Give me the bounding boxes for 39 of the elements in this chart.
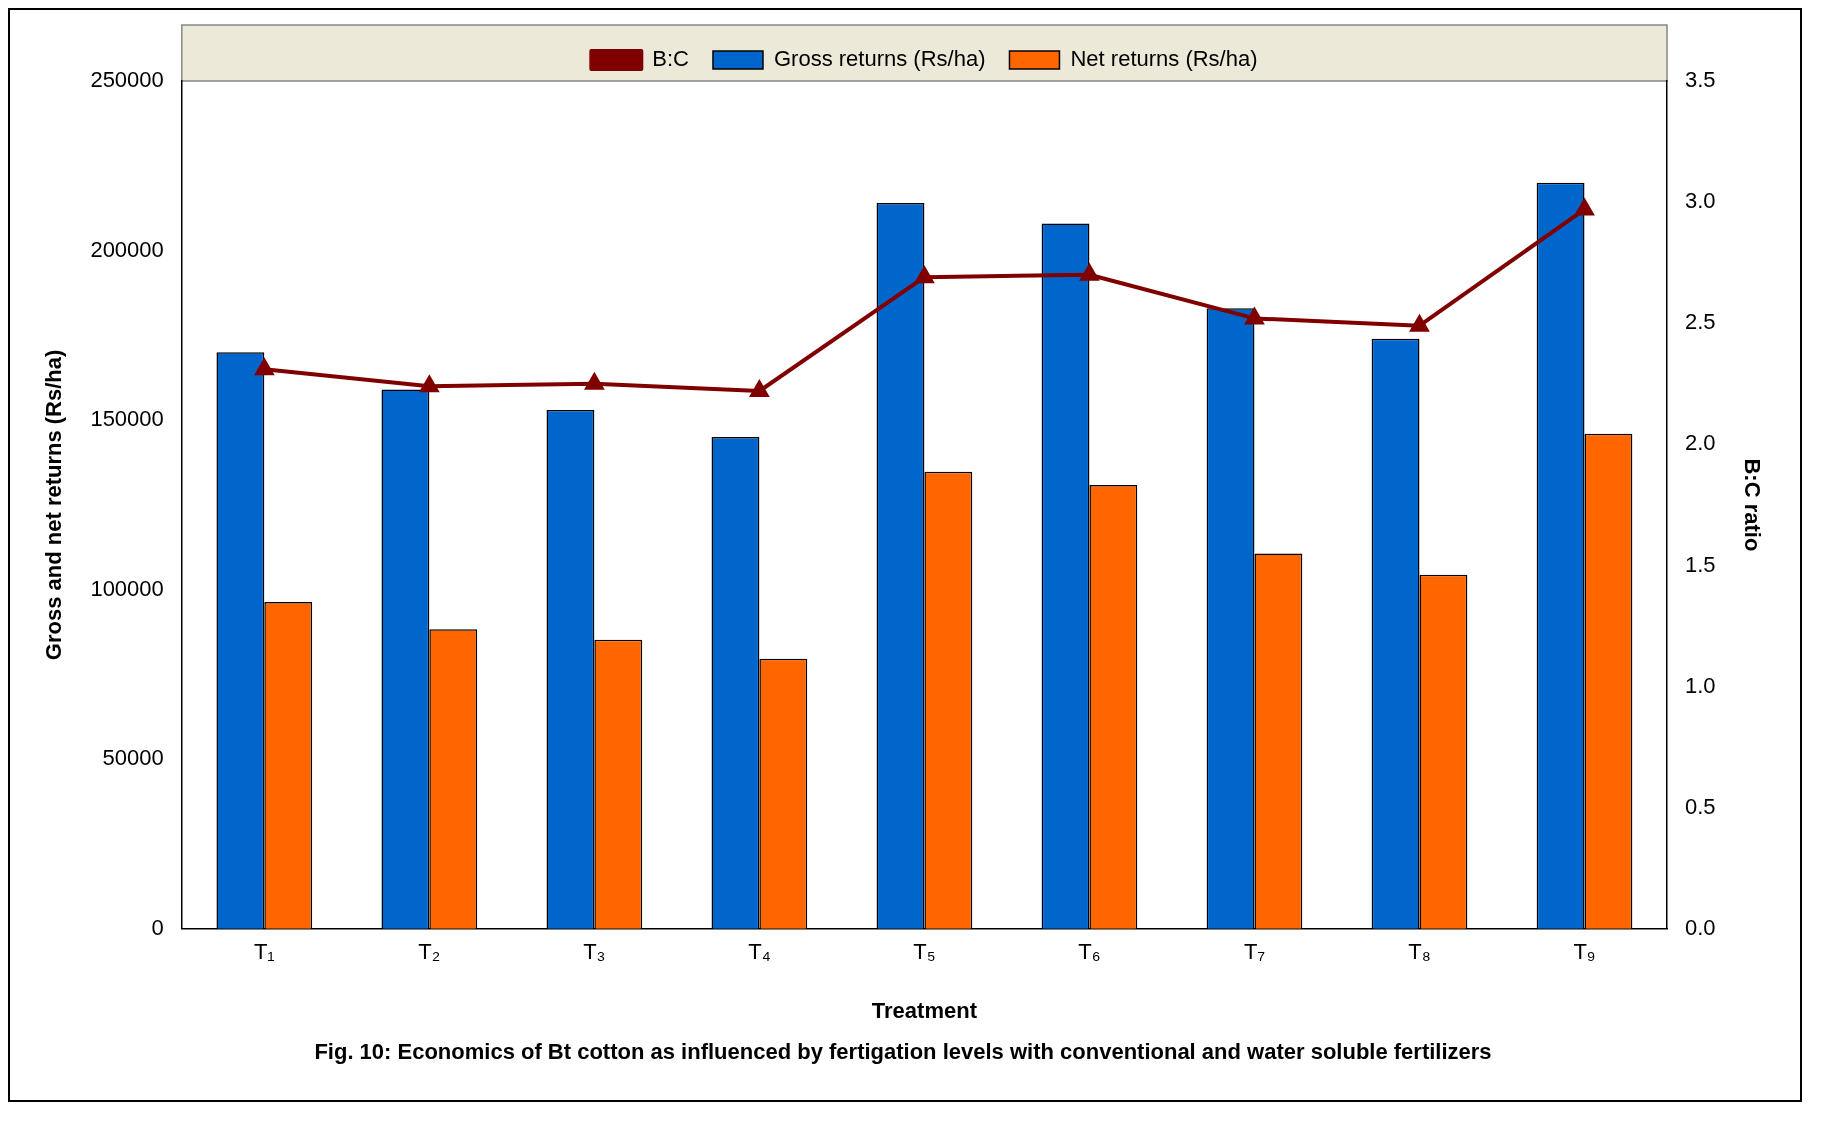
point (255, 359, 274, 376)
y2-tick-label: 2.5 (1685, 309, 1716, 335)
text: Fig. 10: Economics of Bt cotton as influenced by fertigation levels with conventional and water soluble fertilizers (314, 1038, 1492, 1064)
point (1409, 313, 1430, 332)
point (584, 371, 605, 390)
x-tick-label: T₃ (583, 939, 606, 965)
y-tick-label: 100000 (90, 575, 164, 601)
x-tick-label: T₅ (913, 939, 936, 965)
y2-axis-title: B:C ratio (1739, 458, 1765, 552)
y-tick-label: 0 (151, 914, 164, 940)
y2-tick-label: 1.0 (1685, 672, 1716, 698)
point (1079, 262, 1100, 281)
y-tick-label: 200000 (90, 236, 164, 262)
point (420, 376, 439, 393)
point (750, 381, 769, 398)
y-tick-label: 250000 (90, 67, 164, 93)
y2-tick-label: 1.5 (1685, 551, 1716, 577)
x-tick-label: T₈ (1408, 939, 1431, 965)
y2-tick-label: 3.0 (1685, 188, 1716, 214)
legend-label: B:C (652, 46, 690, 72)
x-tick-label: T₇ (1243, 939, 1265, 965)
x-tick-label: T₆ (1078, 939, 1101, 965)
x-tick-label: T₂ (418, 939, 441, 965)
y2-tick-label: 3.5 (1685, 67, 1716, 93)
legend-label: Gross returns (Rs/ha) (773, 46, 986, 72)
x-tick-label: T₄ (748, 939, 771, 965)
y-tick-label: 50000 (102, 745, 164, 771)
point (915, 267, 934, 284)
point (1575, 199, 1594, 216)
y2-tick-label: 2.0 (1685, 430, 1716, 456)
y2-tick-label: 0.5 (1685, 793, 1716, 819)
x-tick-label: T₁ (253, 939, 275, 965)
x-tick-label: T₉ (1573, 939, 1596, 965)
y-axis-title: Gross and net returns (Rs/ha) (41, 349, 67, 661)
point (1245, 308, 1264, 325)
legend-label: Net returns (Rs/ha) (1070, 46, 1258, 72)
y2-tick-label: 0.0 (1685, 914, 1716, 940)
x-axis-title: Treatment (871, 998, 978, 1024)
y-tick-label: 150000 (90, 406, 164, 432)
